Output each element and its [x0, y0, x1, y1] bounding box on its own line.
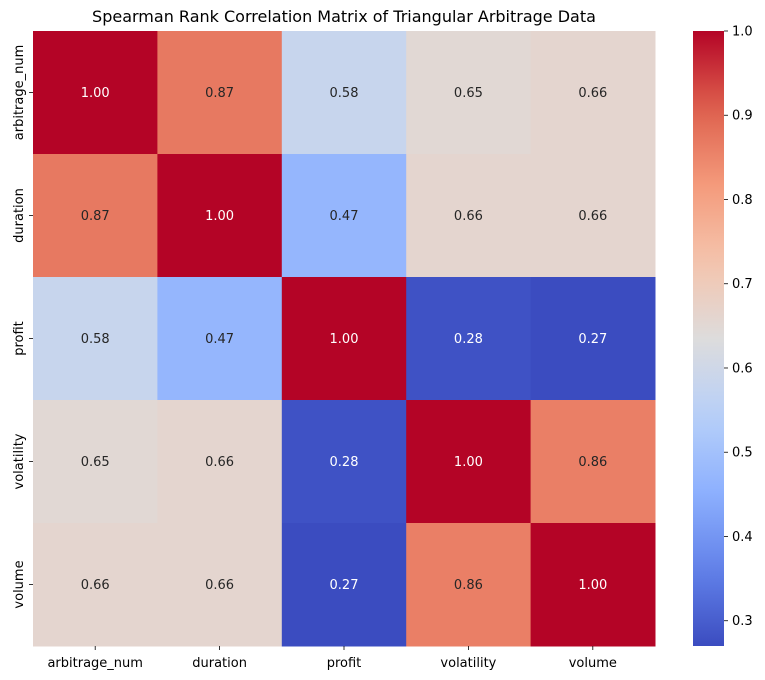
y-tick-label: volatility: [12, 433, 27, 489]
heatmap-cell: [406, 523, 532, 647]
cell-value-label: 1.00: [81, 86, 110, 101]
heatmap-cell: [157, 523, 283, 647]
colorbar-gradient: [693, 31, 724, 646]
heatmap-cell: [406, 154, 532, 278]
heatmap-cell: [157, 31, 283, 155]
x-axis-ticks: arbitrage_num duration profit volatility vol…: [47, 646, 617, 671]
colorbar-tick-label: 0.5: [732, 446, 753, 461]
y-tick-label: profit: [12, 321, 27, 356]
heatmap-cell: [33, 154, 158, 278]
cell-value-label: 0.28: [454, 332, 483, 347]
heatmap-cell: [157, 154, 283, 278]
cell-value-label: 0.27: [330, 578, 359, 593]
cell-value-label: 0.58: [330, 86, 359, 101]
cell-value-label: 1.00: [330, 332, 359, 347]
colorbar-tick-label: 0.4: [732, 530, 753, 545]
heatmap-cell: [33, 400, 158, 524]
cell-value-label: 0.28: [330, 455, 359, 470]
heatmap-cell: [530, 277, 656, 401]
colorbar-tick-label: 0.9: [732, 109, 753, 124]
cell-value-label: 0.66: [578, 209, 607, 224]
cell-value-label: 0.27: [578, 332, 607, 347]
x-tick-label: volatility: [440, 656, 496, 671]
heatmap-cell: [406, 31, 532, 155]
heatmap-cell: [530, 523, 656, 647]
x-tick-label: duration: [192, 656, 247, 671]
y-tick-label: arbitrage_num: [12, 45, 27, 140]
colorbar-tick-label: 0.3: [732, 614, 753, 629]
cell-value-label: 0.65: [81, 455, 110, 470]
cell-value-label: 1.00: [578, 578, 607, 593]
cell-value-label: 0.66: [81, 578, 110, 593]
heatmap-cell: [281, 31, 407, 155]
cell-value-label: 0.86: [578, 455, 607, 470]
heatmap-cell: [530, 31, 656, 155]
heatmap-cell: [406, 277, 532, 401]
y-tick-label: duration: [12, 188, 27, 243]
cell-value-label: 0.66: [205, 455, 234, 470]
x-tick-label: volume: [569, 656, 617, 671]
heatmap-cell: [33, 277, 158, 401]
heatmap-cell: [281, 277, 407, 401]
cell-value-label: 0.66: [454, 209, 483, 224]
colorbar-tick-label: 1.0: [732, 25, 753, 40]
heatmap-cell: [33, 31, 158, 155]
colorbar-tick-label: 0.7: [732, 277, 753, 292]
cell-value-label: 0.87: [81, 209, 110, 224]
colorbar-tick-label: 0.8: [732, 193, 753, 208]
heatmap-cell: [157, 400, 283, 524]
cell-value-label: 1.00: [454, 455, 483, 470]
y-tick-label: volume: [12, 560, 27, 608]
y-axis-ticks: arbitrage_num duration profit volatility vol…: [12, 45, 33, 609]
colorbar-tick-label: 0.6: [732, 361, 753, 376]
heatmap-cell: [530, 400, 656, 524]
cell-value-label: 1.00: [205, 209, 234, 224]
heatmap-cell: [281, 523, 407, 647]
heatmap-cell: [406, 400, 532, 524]
heatmap-cell: [33, 523, 158, 647]
colorbar: 0.3 0.4 0.5 0.6 0.7 0.8 0.9 1.0: [693, 25, 753, 646]
heatmap-cell: [530, 154, 656, 278]
cell-value-label: 0.87: [205, 86, 234, 101]
cell-value-label: 0.86: [454, 578, 483, 593]
cell-value-label: 0.66: [578, 86, 607, 101]
heatmap-cell: [281, 154, 407, 278]
heatmap-cell: [281, 400, 407, 524]
heatmap-cells: 1.00 0.87 0.58 0.65 0.66 0.87 1.00 0.47 0.66 0.66…: [33, 31, 656, 647]
cell-value-label: 0.47: [330, 209, 359, 224]
heatmap-cell: [157, 277, 283, 401]
cell-value-label: 0.66: [205, 578, 234, 593]
x-tick-label: profit: [327, 656, 362, 671]
x-tick-label: arbitrage_num: [47, 656, 142, 671]
cell-value-label: 0.65: [454, 86, 483, 101]
cell-value-label: 0.58: [81, 332, 110, 347]
cell-value-label: 0.47: [205, 332, 234, 347]
chart-title: Spearman Rank Correlation Matrix of Tria…: [92, 7, 596, 26]
